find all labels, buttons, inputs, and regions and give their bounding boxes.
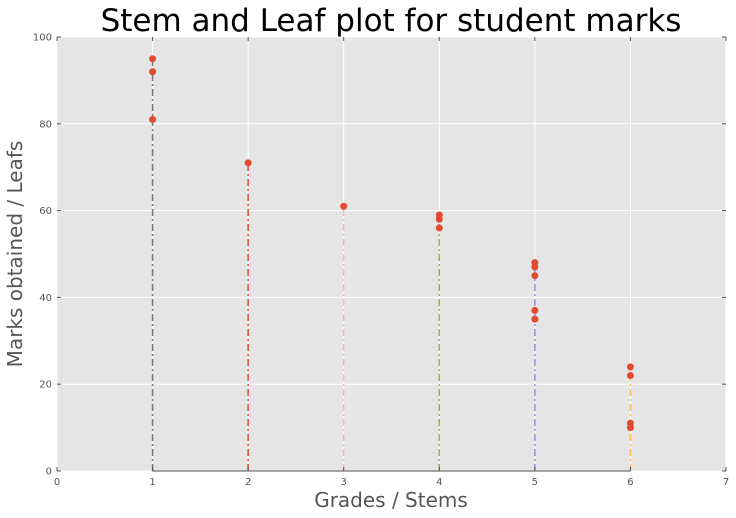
x-tick-label: 3 (341, 477, 347, 488)
leaf-point (340, 202, 348, 210)
leaf-point (626, 419, 634, 427)
leaf-point (244, 159, 252, 167)
leaf-point (435, 224, 443, 232)
leaf-point (149, 68, 157, 76)
leaf-point (531, 272, 539, 280)
leaf-points (149, 55, 634, 432)
leaf-point (435, 211, 443, 219)
y-tick-label: 100 (33, 33, 52, 44)
leaf-point (531, 315, 539, 323)
leaf-point (626, 363, 634, 371)
y-axis-label: Marks obtained / Leafs (3, 141, 27, 368)
x-tick-label: 5 (532, 477, 538, 488)
leaf-point (626, 372, 634, 380)
stem-lines (151, 58, 632, 472)
y-tick-label: 20 (39, 380, 52, 391)
x-tick-label: 7 (723, 477, 729, 488)
y-tick-label: 40 (39, 293, 52, 304)
leaf-point (149, 55, 157, 63)
x-axis-ticks: 0 1 2 3 4 5 6 7 (54, 37, 729, 488)
x-tick-label: 6 (627, 477, 633, 488)
x-tick-label: 0 (54, 477, 60, 488)
x-axis-label: Grades / Stems (314, 488, 468, 512)
x-tick-label: 1 (149, 477, 155, 488)
chart-title: Stem and Leaf plot for student marks (101, 3, 682, 39)
y-tick-label: 60 (39, 206, 52, 217)
plot-area (57, 37, 726, 471)
y-tick-label: 0 (46, 467, 52, 478)
leaf-point (531, 306, 539, 314)
y-axis-ticks: 0 20 40 60 80 100 (33, 33, 726, 478)
x-tick-label: 2 (245, 477, 251, 488)
y-tick-label: 80 (39, 119, 52, 130)
leaf-point (149, 115, 157, 123)
leaf-point (531, 259, 539, 267)
x-tick-label: 4 (436, 477, 442, 488)
